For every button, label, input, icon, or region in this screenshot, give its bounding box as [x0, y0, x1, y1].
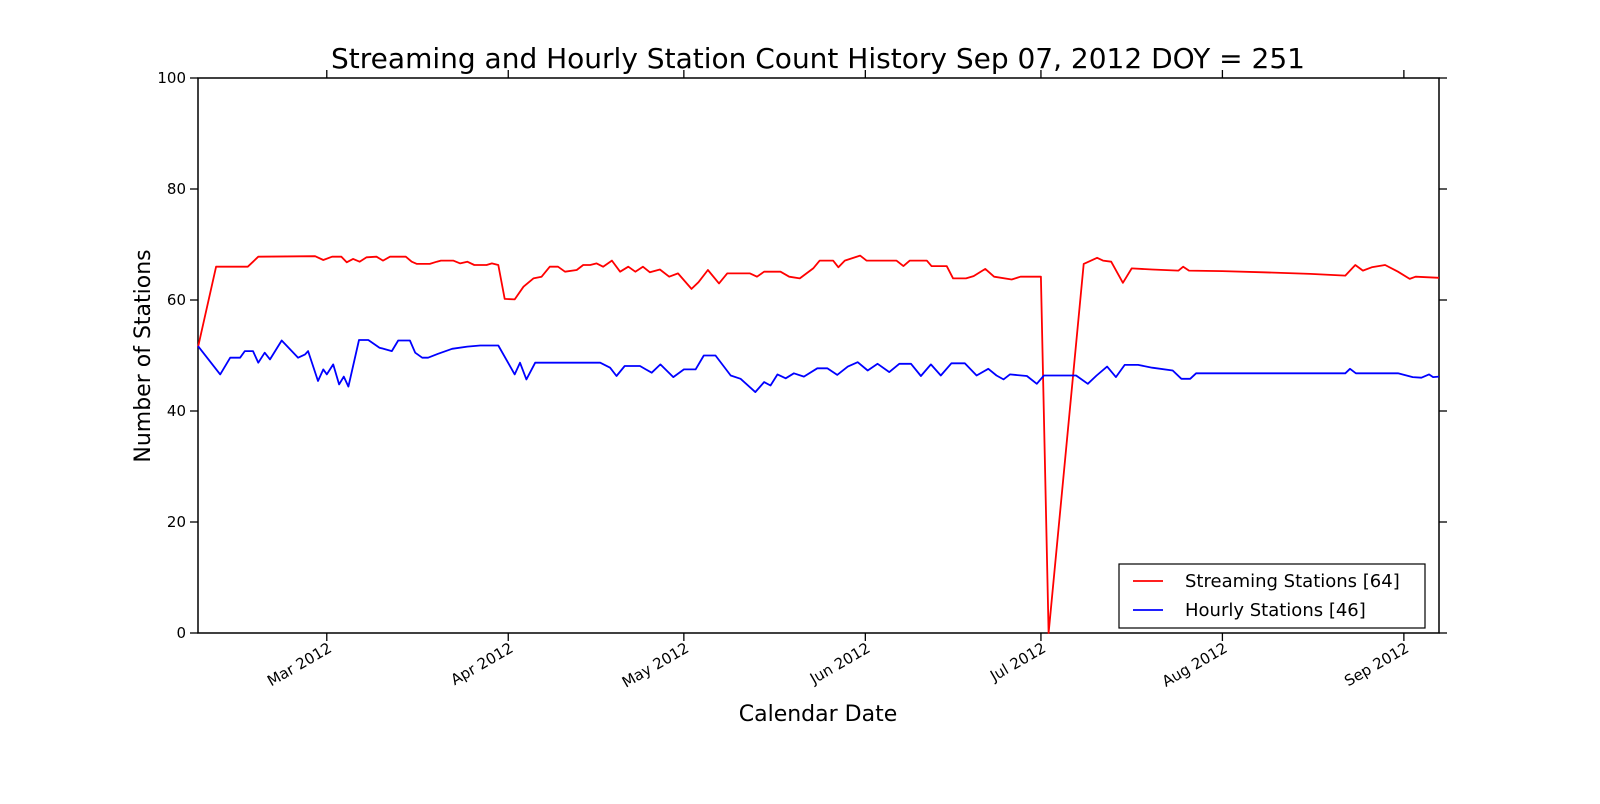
data-series-lines	[197, 254, 1440, 634]
x-axis-label: Calendar Date	[739, 702, 898, 727]
x-tick-label: Sep 2012	[1341, 639, 1412, 690]
chart-title: Streaming and Hourly Station Count Histo…	[331, 42, 1305, 75]
y-axis-label: Number of Stations	[131, 249, 156, 462]
series-line-hourly	[197, 339, 1440, 394]
x-tick-label: Jul 2012	[986, 639, 1049, 686]
plot-area	[197, 77, 1440, 634]
axis-ticks	[190, 70, 1447, 641]
x-tick-labels: Mar 2012 Apr 2012 May 2012 Jun 2012 Jul 2012…	[264, 639, 1412, 692]
y-tick-label: 60	[167, 291, 186, 309]
y-tick-labels: 0 20 40 60 80 100	[157, 69, 186, 642]
y-tick-label: 80	[167, 180, 186, 198]
legend-label-hourly: Hourly Stations [46]	[1185, 600, 1366, 621]
legend: Streaming Stations [64] Hourly Stations …	[1118, 563, 1426, 629]
series-line-streaming	[197, 254, 1440, 634]
y-tick-label: 40	[167, 402, 186, 420]
x-tick-label: Apr 2012	[448, 639, 517, 689]
y-tick-label: 100	[157, 69, 186, 87]
x-tick-label: May 2012	[619, 639, 692, 692]
y-tick-label: 20	[167, 513, 186, 531]
legend-box	[1118, 563, 1426, 629]
y-tick-label: 0	[176, 624, 186, 642]
x-tick-label: Aug 2012	[1159, 639, 1231, 691]
x-tick-label: Mar 2012	[264, 639, 335, 690]
legend-label-streaming: Streaming Stations [64]	[1185, 571, 1400, 592]
x-tick-label: Jun 2012	[806, 639, 873, 688]
